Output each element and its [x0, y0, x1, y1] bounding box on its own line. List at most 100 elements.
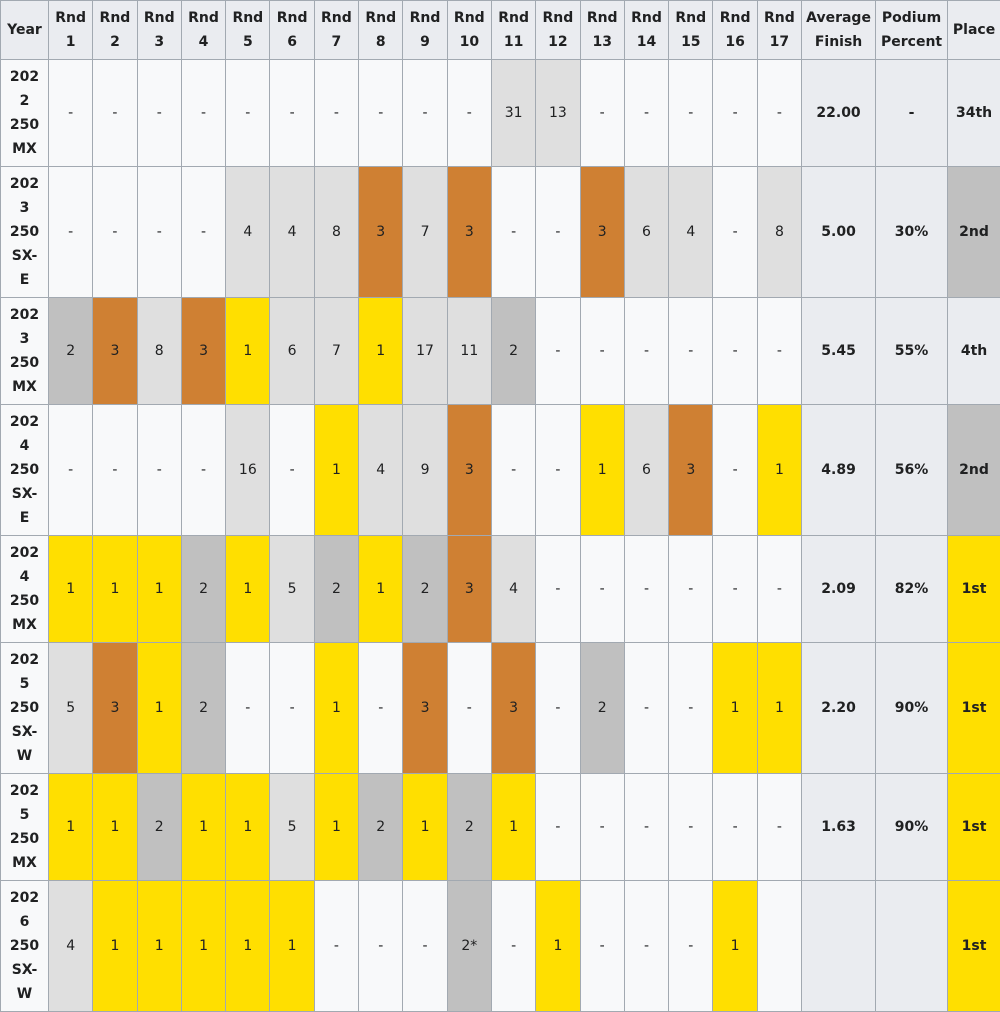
- column-header: Rnd 3: [137, 1, 181, 60]
- round-result: -: [536, 405, 580, 536]
- round-result: -: [669, 643, 713, 774]
- round-result: 3: [181, 298, 225, 405]
- column-header: Year: [1, 1, 49, 60]
- round-result: -: [624, 774, 668, 881]
- round-result: -: [536, 167, 580, 298]
- round-result: 4: [226, 167, 270, 298]
- round-result: 3: [403, 643, 447, 774]
- round-result: 1: [270, 881, 314, 1012]
- round-result: 1: [226, 298, 270, 405]
- round-result: -: [359, 881, 403, 1012]
- summary-cell: 34th: [948, 60, 1000, 167]
- round-result: 1: [93, 774, 137, 881]
- round-result: 6: [270, 298, 314, 405]
- round-result: -: [181, 167, 225, 298]
- round-result: 1: [49, 536, 93, 643]
- round-result: 3: [447, 405, 491, 536]
- round-result: -: [580, 298, 624, 405]
- round-result: 8: [314, 167, 358, 298]
- round-result: -: [403, 60, 447, 167]
- round-result: -: [137, 167, 181, 298]
- summary-cell: 1.63: [802, 774, 876, 881]
- column-header: Rnd 4: [181, 1, 225, 60]
- round-result: 1: [359, 536, 403, 643]
- round-result: -: [757, 60, 801, 167]
- round-result: 4: [270, 167, 314, 298]
- column-header: Rnd 11: [491, 1, 535, 60]
- summary-cell: -: [876, 60, 948, 167]
- round-result: -: [624, 643, 668, 774]
- round-result: 16: [226, 405, 270, 536]
- round-result: -: [536, 536, 580, 643]
- column-header: Rnd 1: [49, 1, 93, 60]
- round-result: 1: [491, 774, 535, 881]
- round-result: 1: [403, 774, 447, 881]
- round-result: 2: [403, 536, 447, 643]
- round-result: -: [713, 405, 757, 536]
- round-result: -: [359, 60, 403, 167]
- round-result: 4: [669, 167, 713, 298]
- summary-cell: 55%: [876, 298, 948, 405]
- round-result: 1: [137, 643, 181, 774]
- summary-cell: 82%: [876, 536, 948, 643]
- column-header: Rnd 8: [359, 1, 403, 60]
- round-result: -: [713, 298, 757, 405]
- round-result: 17: [403, 298, 447, 405]
- summary-cell: 1st: [948, 881, 1000, 1012]
- round-result: 3: [93, 643, 137, 774]
- round-result: -: [270, 643, 314, 774]
- column-header: Rnd 12: [536, 1, 580, 60]
- round-result: -: [713, 774, 757, 881]
- round-result: 8: [137, 298, 181, 405]
- round-result: 4: [49, 881, 93, 1012]
- round-result: [757, 881, 801, 1012]
- round-result: 31: [491, 60, 535, 167]
- summary-cell: 1st: [948, 643, 1000, 774]
- round-result: -: [359, 643, 403, 774]
- round-result: -: [93, 60, 137, 167]
- summary-cell: 90%: [876, 774, 948, 881]
- season-label: 2024 250 MX: [1, 536, 49, 643]
- round-result: -: [713, 167, 757, 298]
- round-result: 5: [270, 774, 314, 881]
- round-result: -: [624, 536, 668, 643]
- round-result: -: [491, 881, 535, 1012]
- round-result: -: [314, 60, 358, 167]
- round-result: 2*: [447, 881, 491, 1012]
- round-result: -: [580, 881, 624, 1012]
- round-result: 2: [181, 643, 225, 774]
- summary-cell: 2.20: [802, 643, 876, 774]
- season-label: 2025 250 MX: [1, 774, 49, 881]
- summary-cell: 5.45: [802, 298, 876, 405]
- column-header: Rnd 17: [757, 1, 801, 60]
- round-result: 1: [137, 536, 181, 643]
- round-result: 11: [447, 298, 491, 405]
- summary-cell: 56%: [876, 405, 948, 536]
- round-result: -: [580, 60, 624, 167]
- round-result: 1: [314, 643, 358, 774]
- round-result: 8: [757, 167, 801, 298]
- round-result: -: [403, 881, 447, 1012]
- round-result: -: [757, 298, 801, 405]
- round-result: 2: [580, 643, 624, 774]
- round-result: 2: [447, 774, 491, 881]
- column-header: Place: [948, 1, 1000, 60]
- round-result: -: [669, 774, 713, 881]
- round-result: -: [447, 643, 491, 774]
- round-result: 3: [580, 167, 624, 298]
- season-label: 2025 250 SX-W: [1, 643, 49, 774]
- summary-cell: 90%: [876, 643, 948, 774]
- column-header: Rnd 7: [314, 1, 358, 60]
- round-result: 2: [491, 298, 535, 405]
- round-result: 4: [491, 536, 535, 643]
- round-result: -: [314, 881, 358, 1012]
- round-result: 1: [226, 536, 270, 643]
- round-result: -: [536, 643, 580, 774]
- round-result: -: [226, 60, 270, 167]
- round-result: 1: [137, 881, 181, 1012]
- round-result: 2: [49, 298, 93, 405]
- column-header: Rnd 9: [403, 1, 447, 60]
